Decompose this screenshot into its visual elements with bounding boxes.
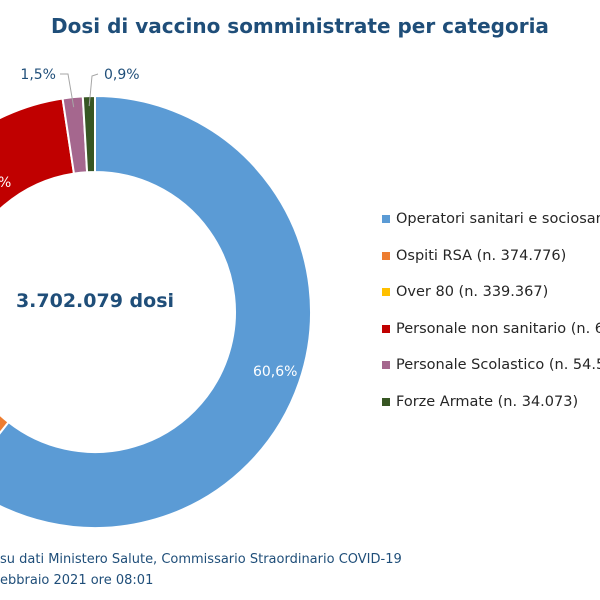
legend-label: Personale non sanitario (n. 6 (396, 320, 600, 337)
donut-slice (0, 413, 10, 435)
legend-item: Personale non sanitario (n. 6 (382, 318, 600, 355)
legend-item: Forze Armate (n. 34.073) (382, 391, 600, 428)
legend-swatch (382, 288, 390, 297)
legend-swatch (382, 361, 390, 370)
legend-label: Ospiti RSA (n. 374.776) (396, 247, 567, 264)
legend-item: Ospiti RSA (n. 374.776) (382, 245, 600, 282)
legend-label: Operatori sanitari e sociosanitari (396, 211, 600, 227)
donut-slice (0, 94, 312, 529)
leader-line (60, 73, 75, 108)
legend-item: Personale Scolastico (n. 54.5 (382, 354, 600, 391)
data-label: 60,6% (253, 364, 297, 380)
legend-item: Operatori sanitari e sociosanitari (382, 208, 600, 245)
chart-legend: Operatori sanitari e sociosanitari Ospiti… (382, 208, 600, 428)
legend-label: Over 80 (n. 339.367) (396, 284, 549, 301)
legend-swatch (382, 324, 390, 333)
donut-center-label: 3.702.079 dosi (15, 290, 175, 312)
source-line-2: ebbraio 2021 ore 08:01 (0, 573, 154, 588)
leader-line (88, 73, 99, 107)
source-line-1: su dati Ministero Salute, Commissario St… (0, 552, 402, 567)
legend-item: Over 80 (n. 339.367) (382, 281, 600, 318)
data-label: 1,5% (20, 67, 56, 83)
data-label: % (0, 175, 11, 191)
legend-swatch (382, 215, 390, 223)
source-note: su dati Ministero Salute, Commissario St… (0, 549, 600, 591)
chart-title: Dosi di vaccino somministrate per catego… (51, 14, 549, 38)
legend-swatch (382, 397, 390, 406)
data-label: 0,9% (104, 67, 140, 83)
legend-label: Forze Armate (n. 34.073) (396, 393, 579, 410)
donut-slice (81, 94, 96, 174)
legend-swatch (382, 251, 390, 260)
legend-label: Personale Scolastico (n. 54.5 (396, 357, 600, 374)
